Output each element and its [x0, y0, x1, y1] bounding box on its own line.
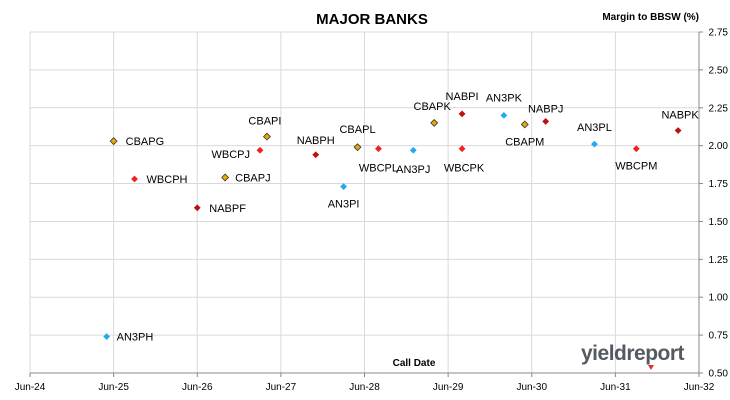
y-tick-label: 2.75 — [709, 28, 729, 39]
point-label-cbapk: CBAPK — [414, 101, 452, 113]
point-an3pi — [340, 183, 347, 190]
y-tick-label: 1.50 — [709, 217, 729, 228]
y-tick-label: 0.50 — [709, 369, 729, 380]
x-tick-label: Jun-27 — [266, 382, 297, 393]
y-tick-label: 1.00 — [709, 293, 729, 304]
y-tick-labels: 0.50 0.75 1.00 1.25 1.50 1.75 2.00 2.25 2.50 2.75 — [709, 28, 729, 380]
point-label-nabpj: NABPJ — [528, 103, 563, 115]
point-an3pj — [409, 146, 417, 154]
point-cbapg — [109, 137, 118, 146]
grid — [29, 31, 700, 373]
point-wbcpl — [375, 145, 382, 153]
point-label-an3pj: AN3PJ — [396, 164, 430, 176]
point-an3ph — [103, 333, 111, 341]
point-label-wbcpk: WBCPK — [444, 163, 485, 175]
point-label-an3pl: AN3PL — [577, 122, 612, 134]
y-tick-label: 1.75 — [709, 179, 729, 190]
x-tick-label: Jun-29 — [433, 382, 464, 393]
point-cbapl — [353, 143, 362, 152]
point-label-wbcpj: WBCPJ — [211, 149, 250, 161]
point-nabph — [312, 151, 320, 159]
chart-title: MAJOR BANKS — [316, 11, 428, 28]
point-nabpf — [193, 204, 201, 212]
point-label-nabpf: NABPF — [209, 203, 246, 215]
x-tick-label: Jun-32 — [684, 382, 715, 393]
point-wbcpk — [458, 145, 466, 153]
point-label-wbcph: WBCPH — [147, 174, 188, 186]
x-tick-label: Jun-31 — [600, 382, 631, 393]
point-label-an3pk: AN3PK — [486, 92, 523, 104]
logo-text: yieldreport — [581, 342, 685, 365]
point-label-nabpk: NABPK — [661, 110, 699, 122]
logo-triangle-icon — [648, 365, 654, 370]
x-tick-label: Jun-25 — [98, 382, 129, 393]
point-label-nabpi: NABPI — [446, 91, 479, 103]
point-cbapk — [430, 118, 439, 127]
point-labels: AN3PH CBAPG WBCPH NABPF CBAPJ WBCPJ CBAPI NABPH… — [117, 91, 700, 344]
x-axis-label: Call Date — [393, 358, 436, 369]
x-tick-label: Jun-26 — [182, 382, 213, 393]
axes — [29, 31, 703, 377]
y-tick-label: 2.50 — [709, 65, 729, 76]
x-tick-labels: Jun-24 Jun-25 Jun-26 Jun-27 Jun-28 Jun-29 Jun-… — [15, 382, 715, 393]
data-points — [103, 110, 682, 341]
yieldreport-logo: yieldreport — [581, 342, 685, 370]
point-nabpk — [674, 127, 682, 134]
point-wbcph — [131, 175, 138, 183]
y-axis-label: Margin to BBSW (%) — [602, 12, 699, 23]
x-tick-label: Jun-28 — [349, 382, 380, 393]
point-label-cbapl: CBAPL — [339, 124, 375, 136]
x-tick-label: Jun-30 — [516, 382, 547, 393]
point-label-wbcpm: WBCPM — [615, 161, 657, 173]
point-an3pl — [591, 140, 598, 148]
point-label-cbapj: CBAPJ — [235, 172, 270, 184]
point-label-an3pi: AN3PI — [328, 199, 360, 211]
point-label-cbapi: CBAPI — [248, 116, 281, 128]
point-nabpi — [458, 110, 466, 118]
point-label-cbapm: CBAPM — [505, 136, 544, 148]
x-tick-label: Jun-24 — [15, 382, 46, 393]
point-label-nabph: NABPH — [297, 135, 335, 147]
point-label-cbapg: CBAPG — [126, 136, 165, 148]
point-cbapi — [262, 132, 271, 141]
point-label-wbcpl: WBCPL — [359, 163, 398, 175]
y-tick-label: 1.25 — [709, 255, 729, 266]
point-wbcpm — [632, 145, 640, 153]
point-nabpj — [542, 118, 550, 125]
point-wbcpj — [256, 146, 264, 154]
point-cbapj — [221, 173, 230, 182]
y-tick-label: 2.00 — [709, 141, 729, 152]
point-an3pk — [500, 111, 508, 119]
y-tick-label: 2.25 — [709, 103, 729, 114]
point-cbapm — [520, 120, 529, 129]
y-tick-label: 0.75 — [709, 331, 729, 342]
point-label-an3ph: AN3PH — [117, 332, 154, 344]
